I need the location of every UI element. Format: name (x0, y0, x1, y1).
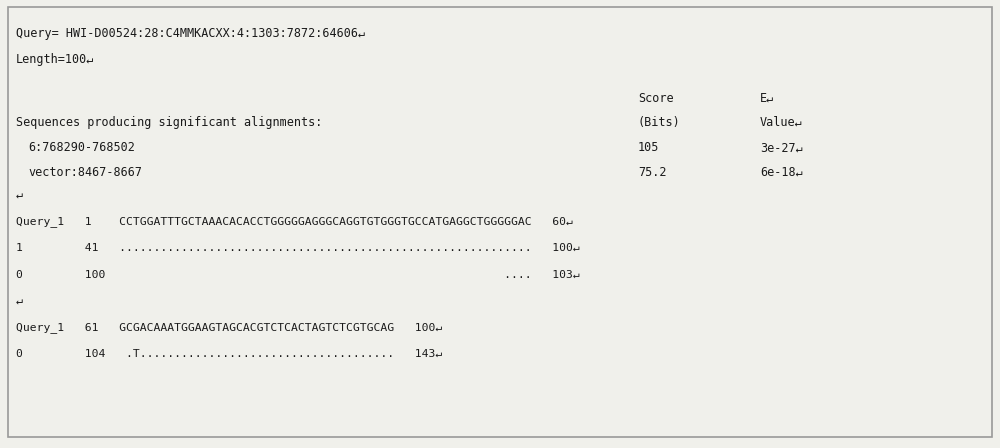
Text: 1         41   ............................................................   10: 1 41 ...................................… (16, 243, 580, 253)
Text: (Bits): (Bits) (638, 116, 681, 129)
Text: Query_1   61   GCGACAAATGGAAGTAGCACGTCTCACTAGTCTCGTGCAG   100↵: Query_1 61 GCGACAAATGGAAGTAGCACGTCTCACTA… (16, 322, 442, 332)
Text: 0         104   .T.....................................   143↵: 0 104 .T................................… (16, 349, 442, 358)
Text: Length=100↵: Length=100↵ (16, 53, 94, 66)
Text: 6:768290-768502: 6:768290-768502 (28, 141, 135, 154)
Text: E↵: E↵ (760, 92, 774, 105)
Text: Query= HWI-D00524:28:C4MMKACXX:4:1303:7872:64606↵: Query= HWI-D00524:28:C4MMKACXX:4:1303:78… (16, 27, 365, 40)
Text: 75.2: 75.2 (638, 166, 666, 179)
Text: 3e-27↵: 3e-27↵ (760, 141, 803, 154)
Text: ↵: ↵ (16, 295, 23, 308)
Text: Value↵: Value↵ (760, 116, 803, 129)
Text: 105: 105 (638, 141, 659, 154)
Text: Score: Score (638, 92, 674, 105)
Text: 0         100                                                          ....   10: 0 100 .... 10 (16, 270, 580, 280)
FancyBboxPatch shape (8, 7, 992, 437)
Text: 6e-18↵: 6e-18↵ (760, 166, 803, 179)
Text: ↵: ↵ (16, 189, 23, 202)
Text: vector:8467-8667: vector:8467-8667 (28, 166, 142, 179)
Text: Query_1   1    CCTGGATTTGCTAAACACACCTGGGGGAGGGCAGGTGTGGGTGCCATGAGGCTGGGGGAC   60: Query_1 1 CCTGGATTTGCTAAACACACCTGGGGGAGG… (16, 216, 573, 227)
Text: Sequences producing significant alignments:: Sequences producing significant alignmen… (16, 116, 322, 129)
